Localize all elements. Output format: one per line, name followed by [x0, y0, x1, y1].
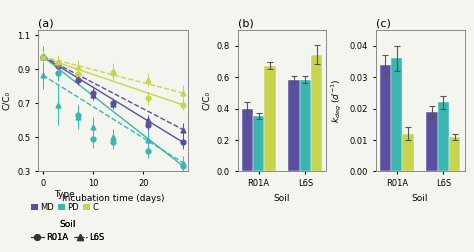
Text: (b): (b)	[237, 18, 253, 28]
X-axis label: Soil: Soil	[412, 194, 428, 203]
Bar	[426, 112, 438, 171]
Text: (a): (a)	[38, 18, 54, 28]
Text: (c): (c)	[375, 18, 391, 28]
Y-axis label: C/C₀: C/C₀	[202, 91, 211, 110]
Bar	[438, 102, 449, 171]
Bar	[402, 134, 414, 171]
Bar	[288, 80, 300, 171]
X-axis label: Incubation time (days): Incubation time (days)	[62, 194, 164, 203]
Bar	[264, 66, 276, 171]
Legend: R01A, L6S: R01A, L6S	[28, 216, 108, 245]
Y-axis label: C/C₀: C/C₀	[2, 91, 11, 110]
X-axis label: Soil: Soil	[273, 194, 290, 203]
Bar	[449, 137, 460, 171]
Bar	[253, 116, 264, 171]
Bar	[300, 80, 311, 171]
Bar	[242, 109, 253, 171]
Bar	[380, 65, 391, 171]
Legend: MD, PD, C: MD, PD, C	[28, 186, 101, 215]
Bar	[311, 54, 322, 171]
Bar	[391, 58, 402, 171]
Y-axis label: $k_{deg}\ (d^{-1})$: $k_{deg}\ (d^{-1})$	[329, 79, 344, 123]
